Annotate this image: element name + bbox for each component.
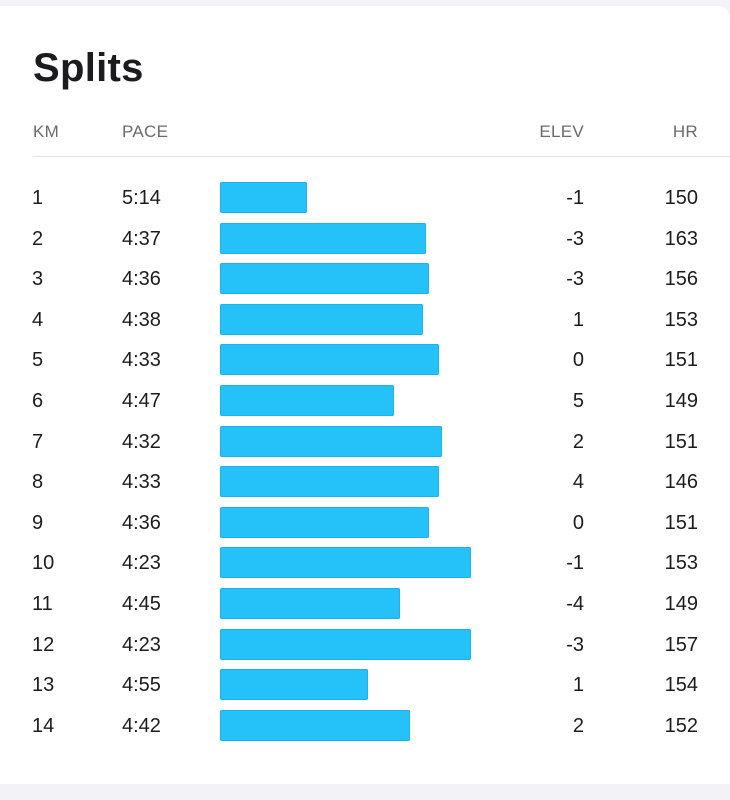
split-hr: 149 [664, 592, 698, 615]
pace-bar [220, 466, 439, 498]
split-hr: 146 [664, 471, 698, 494]
split-km: 4 [32, 308, 44, 331]
split-pace: 5:14 [122, 187, 161, 209]
split-km: 10 [32, 552, 55, 575]
pace-bar [220, 506, 429, 538]
split-row: 9 4:36 0 151 [0, 506, 730, 547]
table-header: KM PACE ELEV HR [0, 122, 730, 146]
split-km: 14 [32, 714, 55, 737]
split-pace: 4:23 [122, 552, 161, 575]
split-elev: -1 [566, 552, 584, 575]
split-km: 6 [32, 389, 44, 412]
split-row: 6 4:47 5 149 [0, 384, 730, 425]
pace-bar [220, 384, 394, 416]
split-km: 1 [32, 187, 44, 209]
split-hr: 151 [664, 430, 698, 453]
split-elev: -3 [566, 633, 584, 656]
split-pace: 4:47 [122, 389, 161, 412]
split-elev: 2 [572, 430, 584, 453]
split-hr: 151 [664, 349, 698, 372]
split-km: 13 [32, 674, 55, 697]
split-hr: 163 [664, 227, 698, 250]
split-hr: 153 [664, 552, 698, 575]
split-pace: 4:23 [122, 633, 161, 656]
header-divider [33, 156, 730, 157]
column-header-pace: PACE [122, 122, 169, 141]
pace-bar [220, 628, 471, 660]
split-row: 5 4:33 0 151 [0, 343, 730, 384]
split-row: 12 4:23 -3 157 [0, 628, 730, 669]
split-pace: 4:42 [122, 714, 161, 737]
split-hr: 151 [664, 511, 698, 534]
split-km: 11 [32, 592, 53, 615]
split-km: 9 [32, 511, 44, 534]
split-row: 1 5:14 -1 150 [0, 181, 730, 222]
split-row: 11 4:45 -4 149 [0, 587, 730, 628]
split-km: 3 [32, 268, 44, 291]
pace-bar [220, 222, 426, 254]
split-pace: 4:37 [122, 227, 161, 250]
column-header-elev: ELEV [539, 122, 584, 141]
pace-bar [220, 587, 400, 619]
splits-card: Splits KM PACE ELEV HR 1 5:14 -1 150 2 4:37 -3… [0, 6, 730, 784]
split-pace: 4:36 [122, 268, 161, 291]
split-km: 2 [32, 227, 44, 250]
column-header-km: KM [33, 122, 60, 141]
split-pace: 4:45 [122, 592, 161, 615]
split-row: 3 4:36 -3 156 [0, 262, 730, 303]
split-hr: 153 [664, 308, 698, 331]
split-row: 13 4:55 1 154 [0, 668, 730, 709]
split-elev: 1 [572, 308, 584, 331]
pace-bar [220, 669, 368, 701]
split-pace: 4:38 [122, 308, 161, 331]
split-row: 8 4:33 4 146 [0, 465, 730, 506]
pace-bar [220, 182, 307, 213]
pace-bar [220, 547, 471, 579]
column-header-hr: HR [672, 122, 698, 141]
split-hr: 157 [664, 633, 698, 656]
split-hr: 149 [664, 389, 698, 412]
split-elev: -3 [566, 227, 584, 250]
split-hr: 154 [664, 674, 698, 697]
split-elev: -4 [566, 592, 584, 615]
split-pace: 4:55 [122, 674, 161, 697]
split-row: 7 4:32 2 151 [0, 425, 730, 466]
split-row: 2 4:37 -3 163 [0, 222, 730, 263]
split-elev: 5 [572, 389, 584, 412]
split-km: 7 [32, 430, 44, 453]
split-hr: 152 [664, 714, 698, 737]
split-pace: 4:33 [122, 349, 161, 372]
split-elev: 0 [572, 511, 584, 534]
pace-bar [220, 303, 423, 335]
pace-bar [220, 425, 442, 457]
splits-table: 1 5:14 -1 150 2 4:37 -3 163 3 4:36 -3 156 4 4:38 1 153 5… [0, 181, 730, 749]
split-elev: -3 [566, 268, 584, 291]
page-title: Splits [33, 46, 144, 90]
split-hr: 156 [664, 268, 698, 291]
pace-bar [220, 709, 410, 741]
split-hr: 150 [664, 187, 698, 209]
split-km: 5 [32, 349, 44, 372]
split-elev: 4 [572, 471, 584, 494]
split-km: 12 [32, 633, 55, 656]
split-row: 10 4:23 -1 153 [0, 546, 730, 587]
split-elev: 1 [572, 674, 584, 697]
split-pace: 4:32 [122, 430, 161, 453]
split-pace: 4:36 [122, 511, 161, 534]
split-km: 8 [32, 471, 44, 494]
split-pace: 4:33 [122, 471, 161, 494]
split-elev: -1 [566, 187, 584, 209]
split-row: 14 4:42 2 152 [0, 709, 730, 750]
pace-bar [220, 344, 439, 376]
split-elev: 0 [572, 349, 584, 372]
split-elev: 2 [572, 714, 584, 737]
split-row: 4 4:38 1 153 [0, 303, 730, 344]
pace-bar [220, 263, 429, 295]
